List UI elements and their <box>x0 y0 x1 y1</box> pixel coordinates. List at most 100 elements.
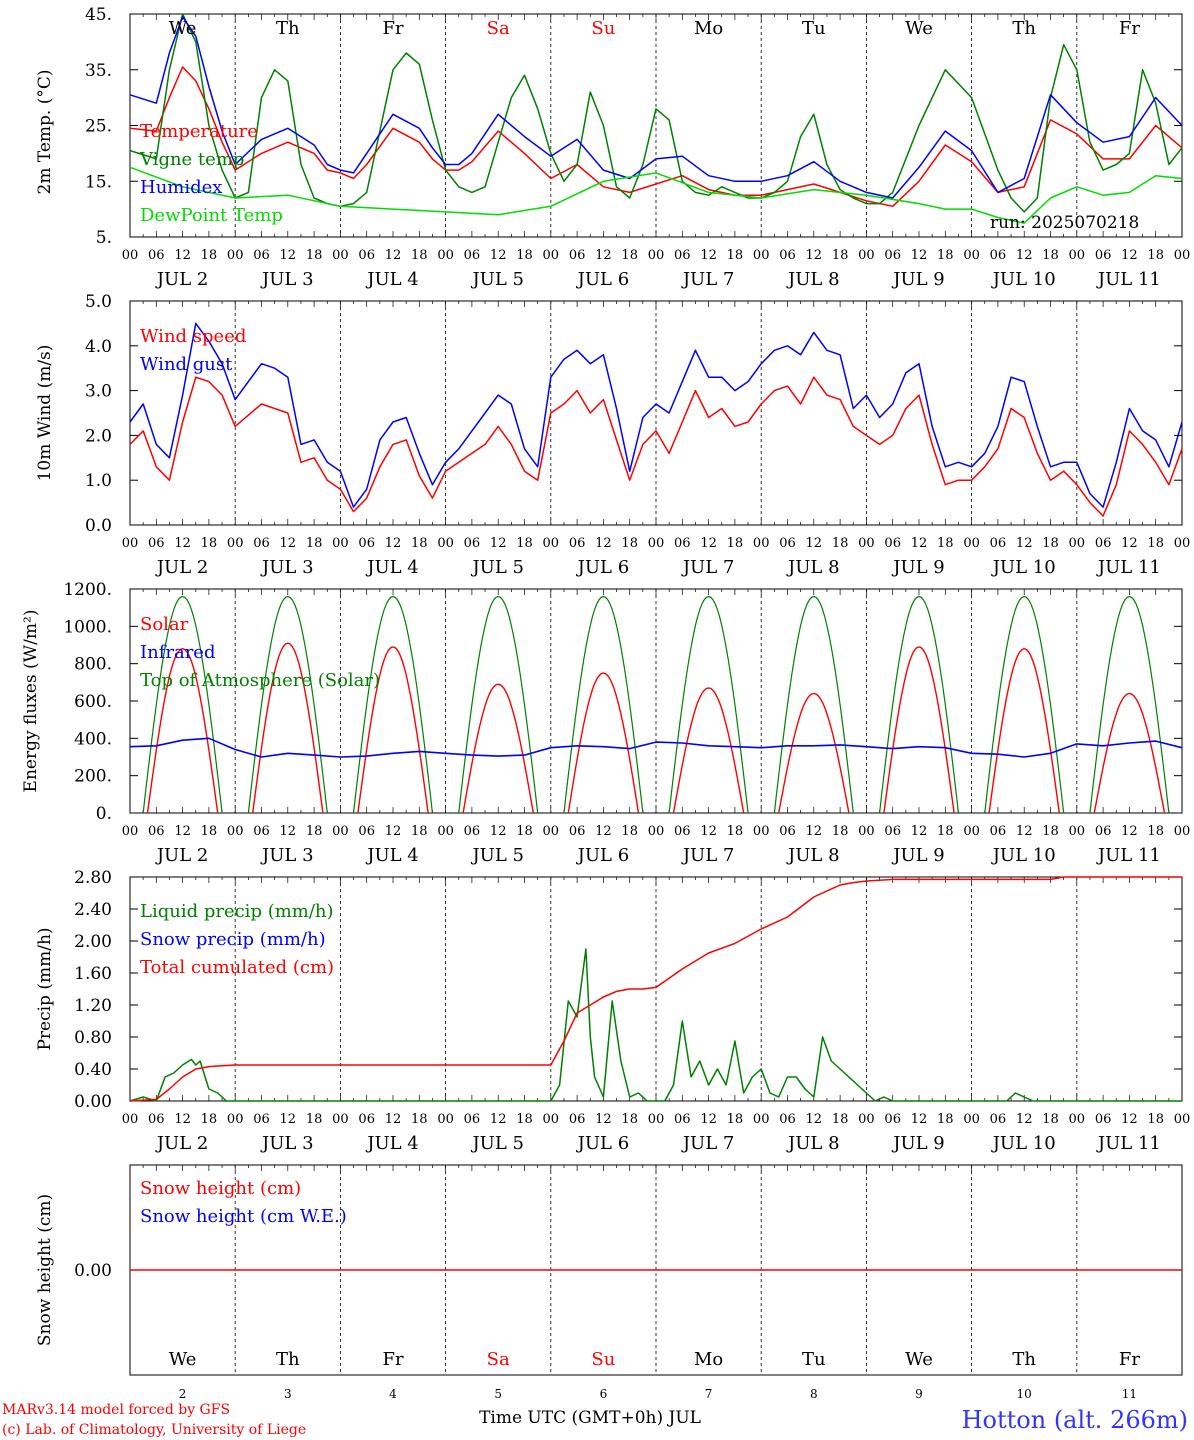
y-tick-label: 15. <box>85 172 112 192</box>
weekday-label: Mo <box>694 18 723 39</box>
hour-tick-label: 18 <box>1147 1112 1164 1127</box>
hour-tick-label: 06 <box>148 248 165 263</box>
series-solar <box>567 672 640 814</box>
hour-tick-label: 18 <box>201 1112 218 1127</box>
hour-tick-label: 00 <box>858 536 875 551</box>
y-tick-label: 5.0 <box>85 292 112 312</box>
series-solar <box>252 642 324 814</box>
series-solar <box>778 692 850 814</box>
y-tick-label: 0.00 <box>74 1092 112 1112</box>
date-label: JUL 11 <box>1096 1133 1161 1154</box>
hour-tick-label: 00 <box>122 1112 139 1127</box>
hour-tick-label: 18 <box>832 248 849 263</box>
series-dewpoint-temp <box>129 166 1183 224</box>
panel-temperature <box>129 13 1183 238</box>
hour-tick-label: 00 <box>648 248 665 263</box>
legend-entry: Solar <box>140 614 189 635</box>
hour-tick-label: 12 <box>174 536 191 551</box>
series-lines <box>129 13 1183 1271</box>
hour-tick-label: 00 <box>437 248 454 263</box>
hour-tick-label: 06 <box>884 824 901 839</box>
panel-energy <box>129 588 1183 814</box>
hour-tick-label: 12 <box>595 1112 612 1127</box>
hour-tick-label: 12 <box>280 1112 297 1127</box>
hour-tick-label: 18 <box>621 824 638 839</box>
date-label: JUL 10 <box>991 557 1056 578</box>
y-tick-label: 1200. <box>63 580 112 600</box>
date-label: JUL 2 <box>155 557 209 578</box>
weekday-label: We <box>905 18 933 39</box>
hour-tick-label: 12 <box>385 1112 402 1127</box>
date-label: JUL 3 <box>260 845 314 866</box>
hour-tick-label: 00 <box>1174 536 1191 551</box>
hour-tick-label: 18 <box>1042 248 1059 263</box>
weekday-label: Th <box>276 1349 300 1370</box>
hour-tick-label: 18 <box>1147 248 1164 263</box>
hour-tick-label: 18 <box>727 248 744 263</box>
hour-tick-label: 00 <box>753 248 770 263</box>
hour-tick-label: 06 <box>779 824 796 839</box>
y-tick-label: 35. <box>85 61 112 81</box>
weekday-label: Sa <box>487 1349 510 1370</box>
weekday-label: Th <box>1012 1349 1036 1370</box>
hour-tick-label: 06 <box>884 1112 901 1127</box>
hour-tick-label: 18 <box>201 536 218 551</box>
hour-tick-label: 00 <box>753 824 770 839</box>
hour-tick-label: 12 <box>911 248 928 263</box>
panel-frame <box>129 588 1183 814</box>
hour-tick-label: 12 <box>595 248 612 263</box>
hour-tick-label: 06 <box>674 824 691 839</box>
date-label: JUL 6 <box>576 845 630 866</box>
date-label: JUL 5 <box>470 269 524 290</box>
date-label: JUL 4 <box>365 845 419 866</box>
series-wind-speed <box>129 376 1183 517</box>
hour-tick-label: 06 <box>358 536 375 551</box>
date-label: JUL 3 <box>260 557 314 578</box>
hour-tick-label: 12 <box>490 536 507 551</box>
date-label: JUL 4 <box>365 269 419 290</box>
hour-tick-label: 06 <box>990 536 1007 551</box>
series-top-of-atmosphere <box>247 595 328 814</box>
hour-tick-label: 06 <box>569 1112 586 1127</box>
hour-tick-label: 18 <box>306 248 323 263</box>
hour-tick-label: 06 <box>569 536 586 551</box>
hour-tick-label: 06 <box>464 824 481 839</box>
hour-tick-label: 18 <box>201 248 218 263</box>
hour-tick-label: 00 <box>963 1112 980 1127</box>
y-axis-title: Snow height (cm) <box>35 1194 55 1346</box>
hour-tick-label: 18 <box>937 1112 954 1127</box>
hour-tick-label: 12 <box>385 824 402 839</box>
series-total-cumulated-cm <box>129 876 1182 1102</box>
hour-tick-label: 18 <box>727 1112 744 1127</box>
hour-tick-label: 00 <box>648 824 665 839</box>
hour-tick-label: 00 <box>543 824 560 839</box>
hour-tick-label: 06 <box>990 1112 1007 1127</box>
legend-entry: Top of Atmosphere (Solar) <box>140 670 380 691</box>
weekday-label: We <box>905 1349 933 1370</box>
hour-tick-label: 00 <box>858 248 875 263</box>
legend-entry: Wind speed <box>140 326 246 347</box>
hour-tick-label: 18 <box>937 248 954 263</box>
y-tick-label: 1000. <box>63 617 112 637</box>
hour-tick-label: 00 <box>1174 824 1191 839</box>
y-tick-label: 0.80 <box>74 1028 112 1048</box>
hour-tick-label: 12 <box>280 824 297 839</box>
y-tick-label: 800. <box>74 655 112 675</box>
hour-tick-label: 18 <box>306 536 323 551</box>
hour-tick-label: 18 <box>306 824 323 839</box>
hour-tick-label: 18 <box>1147 824 1164 839</box>
hour-tick-label: 06 <box>779 1112 796 1127</box>
hour-tick-label: 00 <box>1069 824 1086 839</box>
hour-tick-label: 06 <box>779 536 796 551</box>
hour-tick-label: 12 <box>700 536 717 551</box>
hour-tick-label: 18 <box>832 1112 849 1127</box>
date-label: JUL 9 <box>891 1133 945 1154</box>
hour-tick-label: 00 <box>122 824 139 839</box>
date-label: JUL 7 <box>681 557 735 578</box>
hour-tick-label: 06 <box>253 1112 270 1127</box>
hour-tick-label: 00 <box>122 248 139 263</box>
hour-tick-label: 12 <box>911 824 928 839</box>
series-top-of-atmosphere <box>773 595 854 814</box>
hour-tick-label: 06 <box>569 824 586 839</box>
hour-tick-label: 06 <box>884 536 901 551</box>
